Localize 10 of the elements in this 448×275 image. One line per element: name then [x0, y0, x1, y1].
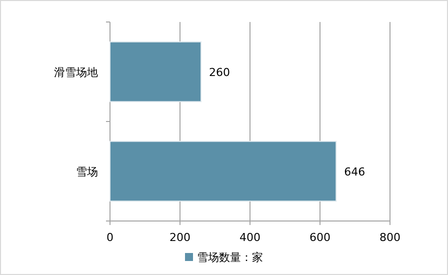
- data-label: 646: [344, 165, 366, 178]
- x-tick-label: 0: [106, 231, 114, 244]
- legend-label: 雪场数量：家: [197, 251, 263, 264]
- x-tick-label: 600: [310, 231, 330, 244]
- x-tick-label: 400: [240, 231, 260, 244]
- y-tick-label: 滑雪场地: [54, 66, 98, 79]
- x-tick-label: 800: [380, 231, 400, 244]
- x-tick-label: 200: [170, 231, 190, 244]
- y-tick-label: 雪场: [76, 165, 98, 178]
- data-label: 260: [209, 66, 230, 79]
